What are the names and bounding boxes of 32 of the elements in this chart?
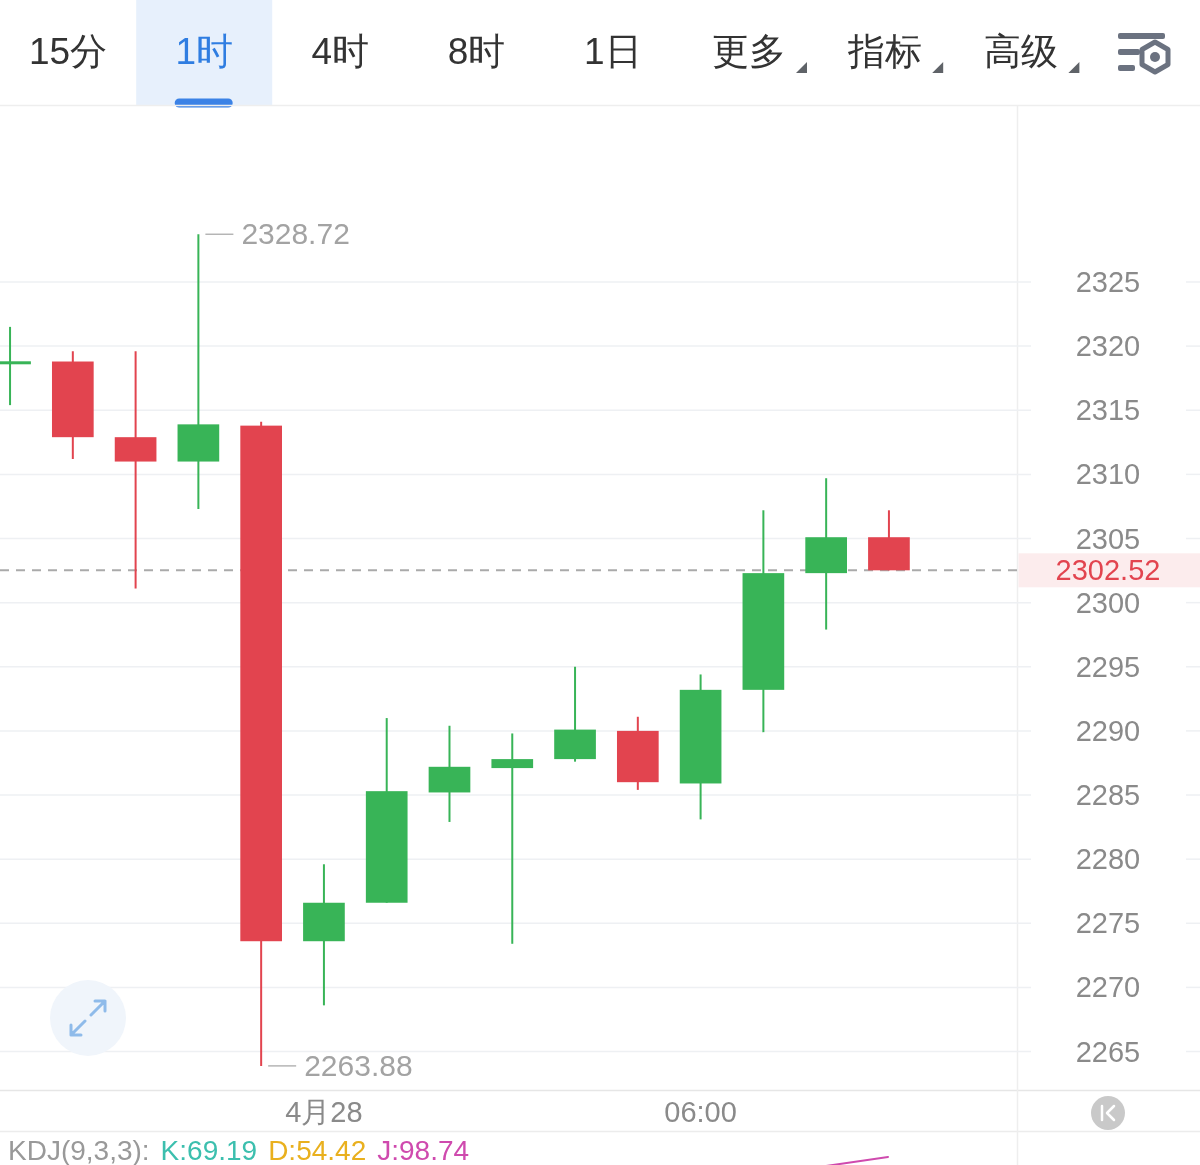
text: 15分 (28, 31, 108, 72)
y-tick-label: 2325 (1075, 265, 1141, 298)
y-tick-label: 2300 (1075, 586, 1141, 619)
y-tick-label: 2310 (1075, 458, 1141, 491)
text: K:69.19 (160, 1135, 258, 1165)
x-tick-label: 4月28 (285, 1096, 363, 1128)
ref-line-label: 2302.52 (1055, 554, 1161, 587)
text: 高级 (984, 31, 1059, 72)
y-tick-label: 2270 (1075, 971, 1141, 1004)
text: 8时 (447, 31, 506, 72)
text: 更多 (712, 31, 786, 72)
candlestick (114, 350, 157, 590)
annotation: 2328.72 (241, 217, 350, 251)
text: J:98.74 (377, 1135, 470, 1165)
text: 1时 (175, 31, 233, 72)
annotation: 2263.88 (304, 1048, 413, 1082)
y-tick-label: 2265 (1075, 1035, 1141, 1068)
y-tick-label: 2295 (1075, 650, 1141, 683)
y-tick-label: 2315 (1075, 394, 1141, 427)
text: 4时 (311, 31, 370, 72)
y-tick-label: 2290 (1075, 714, 1141, 747)
text: KDJ(9,3,3): (8, 1135, 150, 1165)
text: D:54.42 (268, 1135, 367, 1165)
y-tick-label: 2305 (1075, 522, 1141, 555)
text: 1日 (584, 31, 642, 72)
y-tick-label: 2280 (1075, 843, 1141, 876)
x-tick-label: 06:00 (664, 1096, 737, 1128)
y-tick-label: 2285 (1075, 779, 1141, 812)
text: 指标 (847, 31, 923, 72)
candlestick (491, 732, 534, 945)
y-tick-label: 2275 (1075, 907, 1141, 940)
y-tick-label: 2320 (1075, 330, 1141, 363)
